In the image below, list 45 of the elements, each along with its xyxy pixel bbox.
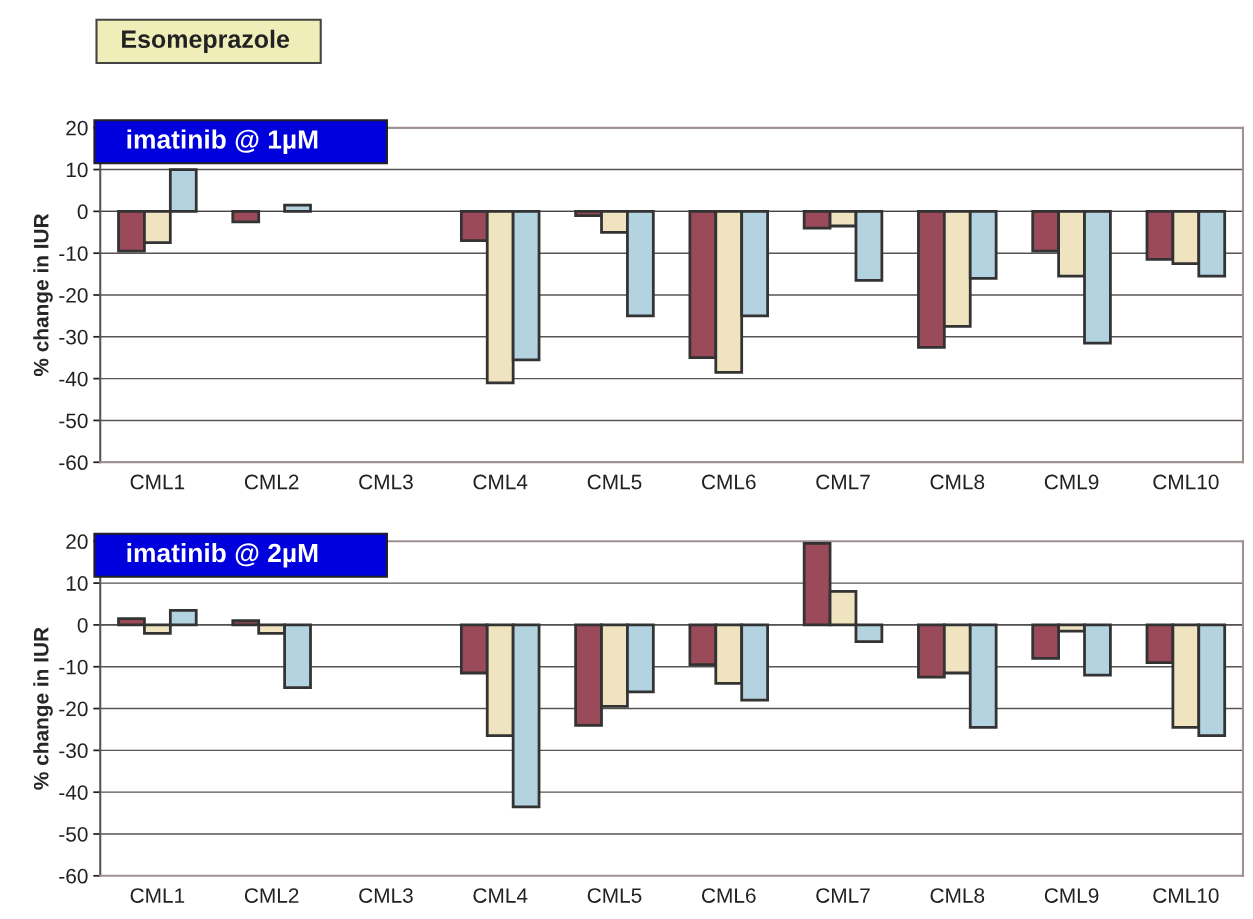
- y-tick-label: -40: [59, 371, 88, 387]
- x-tick-label: CML8: [930, 888, 985, 903]
- x-tick-label: CML2: [244, 474, 299, 490]
- x-tick-label: CML2: [244, 888, 299, 903]
- y-tick-label: -10: [59, 246, 88, 261]
- x-tick-label: CML6: [702, 888, 756, 903]
- y-tick-label: 0: [77, 204, 88, 220]
- text: Esomeprazole: [122, 29, 290, 54]
- x-tick-label: CML5: [587, 888, 642, 903]
- y-axis-title: % change in IUR: [33, 213, 53, 377]
- x-tick-label: CML1: [130, 474, 185, 490]
- y-tick-label: -40: [59, 785, 88, 800]
- x-tick-label: CML9: [1044, 474, 1099, 490]
- x-tick-label: CML9: [1044, 888, 1099, 903]
- bar: [283, 203, 312, 213]
- y-tick-label: -30: [59, 329, 88, 345]
- x-tick-label: CML5: [587, 474, 642, 490]
- x-tick-label: CML1: [130, 888, 185, 903]
- y-tick-label: -50: [59, 826, 88, 842]
- y-tick-label: -20: [59, 288, 88, 303]
- x-tick-label: CML10: [1153, 888, 1219, 903]
- x-tick-label: CML4: [473, 888, 528, 903]
- y-tick-label: -10: [59, 659, 88, 675]
- y-tick-label: 10: [66, 162, 88, 178]
- chart-title: imatinib @ 2µM: [127, 542, 318, 568]
- x-tick-label: CML8: [930, 474, 985, 490]
- x-tick-label: CML7: [816, 474, 870, 490]
- y-tick-label: 20: [66, 120, 88, 136]
- x-tick-label: CML7: [816, 888, 870, 903]
- x-tick-label: CML4: [473, 474, 528, 490]
- y-tick-label: -50: [59, 413, 88, 429]
- x-tick-label: CML10: [1153, 474, 1219, 490]
- y-tick-label: -60: [59, 455, 88, 471]
- chart-title: imatinib @ 1µM: [127, 129, 318, 155]
- bar: [231, 209, 261, 224]
- y-tick-label: -30: [59, 743, 88, 759]
- x-tick-label: CML3: [359, 474, 413, 490]
- y-axis-title: % change in IUR: [33, 627, 53, 790]
- x-tick-label: CML3: [359, 888, 413, 903]
- y-tick-label: -60: [59, 868, 88, 884]
- x-tick-label: CML6: [702, 474, 756, 490]
- y-tick-label: 20: [66, 534, 88, 550]
- y-tick-label: 10: [66, 576, 88, 591]
- y-tick-label: -20: [59, 701, 88, 717]
- y-tick-label: 0: [77, 617, 88, 633]
